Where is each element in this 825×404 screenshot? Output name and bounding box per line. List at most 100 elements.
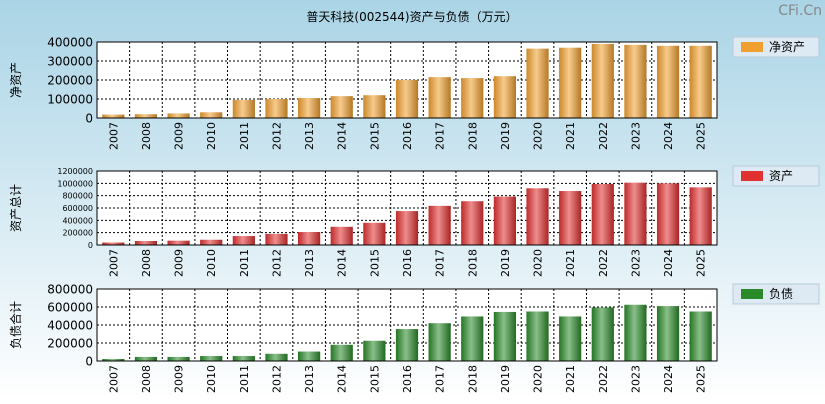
bar-2025 bbox=[689, 311, 712, 361]
y-axis-title: 负债合计 bbox=[8, 301, 23, 349]
chart-panel-2: 0 200000 400000 600000 800000 1000000 1200000 2… bbox=[9, 165, 820, 277]
y-tick-label: 400000 bbox=[62, 216, 93, 225]
legend-swatch bbox=[741, 42, 763, 52]
x-tick-label: 2011 bbox=[238, 365, 251, 393]
bar-2008 bbox=[134, 114, 158, 118]
y-tick-label: 600000 bbox=[62, 204, 93, 213]
bar-2019 bbox=[493, 76, 516, 118]
bar-2014 bbox=[330, 226, 353, 245]
bar-2015 bbox=[363, 95, 386, 118]
bar-2012 bbox=[265, 99, 288, 118]
y-tick-label: 400000 bbox=[47, 36, 93, 50]
bar-2009 bbox=[167, 240, 190, 245]
y-tick-label: 200000 bbox=[62, 229, 93, 238]
legend-label: 资产 bbox=[769, 169, 793, 183]
y-tick-label: 1200000 bbox=[57, 167, 93, 176]
bar-2015 bbox=[363, 340, 386, 361]
x-tick-label: 2017 bbox=[434, 249, 447, 277]
bar-2020 bbox=[526, 311, 549, 361]
x-tick-label: 2007 bbox=[107, 122, 120, 150]
bar-2023 bbox=[624, 182, 647, 245]
bar-2025 bbox=[689, 45, 712, 118]
bar-2008 bbox=[134, 356, 158, 361]
plot-border bbox=[96, 41, 718, 119]
bar-2016 bbox=[395, 329, 419, 361]
x-tick-label: 2014 bbox=[336, 249, 349, 277]
bar-2016 bbox=[395, 80, 419, 118]
chart-panel-1: 0 100000 200000 300000 400000 2007 2008 2009 201… bbox=[9, 36, 820, 150]
y-axis-title: 净资产 bbox=[9, 62, 23, 98]
x-tick-label: 2020 bbox=[532, 365, 545, 393]
bar-2018 bbox=[461, 316, 484, 361]
y-tick-label: 0 bbox=[85, 355, 93, 369]
x-tick-label: 2008 bbox=[140, 249, 153, 277]
x-tick-label: 2008 bbox=[140, 365, 153, 393]
bar-2023 bbox=[624, 304, 647, 361]
bar-2007 bbox=[102, 359, 125, 361]
bar-2009 bbox=[167, 113, 190, 118]
x-tick-label: 2020 bbox=[532, 122, 545, 150]
x-tick-label: 2022 bbox=[597, 365, 610, 393]
legend-label: 净资产 bbox=[769, 40, 805, 54]
bar-2022 bbox=[591, 43, 614, 118]
bar-2011 bbox=[232, 99, 255, 118]
bar-2017 bbox=[428, 77, 451, 118]
bar-2022 bbox=[591, 307, 614, 361]
bar-2010 bbox=[200, 112, 223, 118]
x-tick-label: 2009 bbox=[173, 122, 186, 150]
bar-2015 bbox=[363, 222, 386, 245]
bar-2021 bbox=[559, 316, 582, 361]
y-tick-label: 400000 bbox=[47, 319, 93, 333]
legend-swatch bbox=[741, 289, 763, 299]
bar-2009 bbox=[167, 356, 190, 361]
y-tick-label: 600000 bbox=[47, 301, 93, 315]
bar-2023 bbox=[624, 44, 647, 118]
x-tick-label: 2015 bbox=[368, 365, 381, 393]
x-tick-label: 2013 bbox=[303, 365, 316, 393]
y-tick-label: 1000000 bbox=[57, 179, 93, 188]
y-tick-label: 200000 bbox=[47, 74, 93, 88]
x-tick-label: 2021 bbox=[564, 249, 577, 277]
bar-2013 bbox=[298, 232, 321, 245]
bar-2021 bbox=[559, 191, 582, 245]
bar-2016 bbox=[395, 211, 419, 245]
chart-panel-3: 0 200000 400000 600000 800000 2007 2008 2009 201… bbox=[8, 283, 820, 393]
x-tick-label: 2014 bbox=[336, 122, 349, 150]
bar-2011 bbox=[232, 236, 255, 245]
x-tick-label: 2016 bbox=[401, 365, 414, 393]
bar-2012 bbox=[265, 233, 288, 245]
bar-2018 bbox=[461, 78, 484, 118]
bar-2018 bbox=[461, 201, 484, 245]
y-tick-label: 800000 bbox=[47, 283, 93, 297]
x-tick-label: 2017 bbox=[434, 365, 447, 393]
bar-2019 bbox=[493, 196, 516, 245]
x-tick-label: 2017 bbox=[434, 122, 447, 150]
x-tick-label: 2023 bbox=[629, 122, 642, 150]
bar-2020 bbox=[526, 188, 549, 245]
x-tick-label: 2016 bbox=[401, 122, 414, 150]
x-tick-label: 2014 bbox=[336, 365, 349, 393]
bar-2024 bbox=[656, 306, 680, 361]
bar-2020 bbox=[526, 48, 549, 118]
legend-swatch bbox=[741, 171, 763, 181]
bar-2019 bbox=[493, 311, 516, 361]
x-tick-label: 2018 bbox=[466, 365, 479, 393]
x-tick-label: 2021 bbox=[564, 365, 577, 393]
x-tick-label: 2012 bbox=[270, 365, 283, 393]
x-tick-label: 2009 bbox=[173, 365, 186, 393]
bar-2012 bbox=[265, 353, 288, 361]
watermark: CFi.Cn bbox=[778, 3, 822, 19]
bar-2025 bbox=[689, 187, 712, 245]
x-tick-label: 2013 bbox=[303, 122, 316, 150]
bar-2010 bbox=[200, 356, 223, 361]
x-tick-label: 2015 bbox=[368, 249, 381, 277]
x-tick-label: 2025 bbox=[695, 122, 708, 150]
y-tick-label: 100000 bbox=[47, 93, 93, 107]
y-tick-label: 0 bbox=[88, 241, 93, 250]
x-tick-label: 2024 bbox=[662, 249, 675, 277]
bar-2013 bbox=[298, 351, 321, 361]
y-tick-label: 0 bbox=[85, 112, 93, 126]
x-tick-label: 2023 bbox=[629, 365, 642, 393]
